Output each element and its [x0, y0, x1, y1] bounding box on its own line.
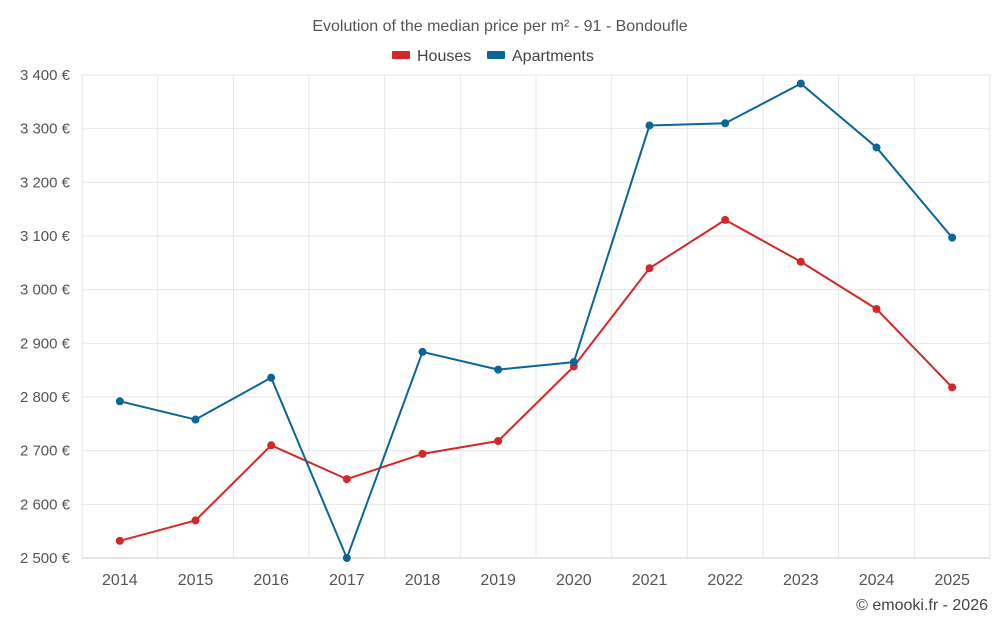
y-tick-label: 2 600 €: [20, 496, 71, 513]
data-point-apartments[interactable]: [115, 397, 124, 406]
y-tick-label: 2 900 €: [20, 335, 71, 352]
y-axis: 2 500 € 2 600 € 2 700 € 2 800 € 2 900 € 3 000…: [20, 67, 71, 567]
data-point-houses[interactable]: [645, 264, 654, 273]
data-point-houses[interactable]: [494, 437, 503, 446]
x-tick-label: 2018: [405, 572, 441, 589]
data-point-apartments[interactable]: [191, 415, 200, 424]
legend-item-apartments[interactable]: Apartments: [487, 48, 594, 65]
data-point-houses[interactable]: [191, 516, 200, 525]
data-point-apartments[interactable]: [796, 79, 805, 88]
data-point-houses[interactable]: [721, 215, 730, 224]
chart-title: Evolution of the median price per m² - 9…: [312, 18, 687, 35]
y-tick-label: 3 400 €: [20, 67, 71, 84]
data-point-apartments[interactable]: [569, 358, 578, 367]
series-line-houses: [119, 218, 953, 542]
x-tick-label: 2021: [632, 572, 668, 589]
x-tick-label: 2022: [707, 572, 743, 589]
legend-swatch-apartments: [487, 51, 505, 59]
data-series: [115, 79, 957, 562]
data-point-apartments[interactable]: [342, 554, 351, 562]
credit-text: © emooki.fr - 2026: [856, 597, 988, 614]
y-tick-label: 3 300 €: [20, 121, 71, 138]
legend-label-houses: Houses: [417, 48, 471, 65]
data-point-houses[interactable]: [418, 449, 427, 458]
x-tick-label: 2016: [253, 572, 289, 589]
data-point-houses[interactable]: [796, 257, 805, 266]
legend-swatch-houses: [392, 51, 410, 59]
x-tick-label: 2024: [859, 572, 895, 589]
x-tick-label: 2015: [178, 572, 214, 589]
x-axis: 2014 2015 2016 2017 2018 2019 2020 2021 2022 2023…: [82, 557, 990, 589]
data-point-apartments[interactable]: [267, 373, 276, 382]
data-point-houses[interactable]: [115, 536, 124, 545]
x-tick-label: 2025: [934, 572, 970, 589]
x-tick-label: 2014: [102, 572, 138, 589]
y-tick-label: 3 200 €: [20, 174, 71, 191]
x-tick-label: 2017: [329, 572, 365, 589]
data-point-houses[interactable]: [948, 383, 957, 392]
y-tick-label: 3 000 €: [20, 282, 71, 299]
legend-item-houses[interactable]: Houses: [392, 48, 471, 65]
data-point-houses[interactable]: [342, 475, 351, 484]
y-tick-label: 3 100 €: [20, 228, 71, 245]
data-point-houses[interactable]: [267, 441, 276, 450]
x-tick-label: 2023: [783, 572, 819, 589]
data-point-apartments[interactable]: [494, 365, 503, 374]
data-point-apartments[interactable]: [948, 233, 957, 242]
grid-lines: [81, 74, 991, 558]
series-line-apartments: [119, 82, 953, 559]
y-tick-label: 2 500 €: [20, 550, 71, 567]
chart-legend: Houses Apartments: [392, 48, 594, 65]
data-point-apartments[interactable]: [418, 347, 427, 356]
y-tick-label: 2 800 €: [20, 389, 71, 406]
data-point-apartments[interactable]: [872, 143, 881, 152]
y-tick-label: 2 700 €: [20, 443, 71, 460]
data-point-apartments[interactable]: [721, 119, 730, 128]
data-point-apartments[interactable]: [645, 121, 654, 130]
x-tick-label: 2019: [480, 572, 516, 589]
legend-label-apartments: Apartments: [512, 48, 594, 65]
data-point-houses[interactable]: [872, 304, 881, 313]
x-tick-label: 2020: [556, 572, 592, 589]
